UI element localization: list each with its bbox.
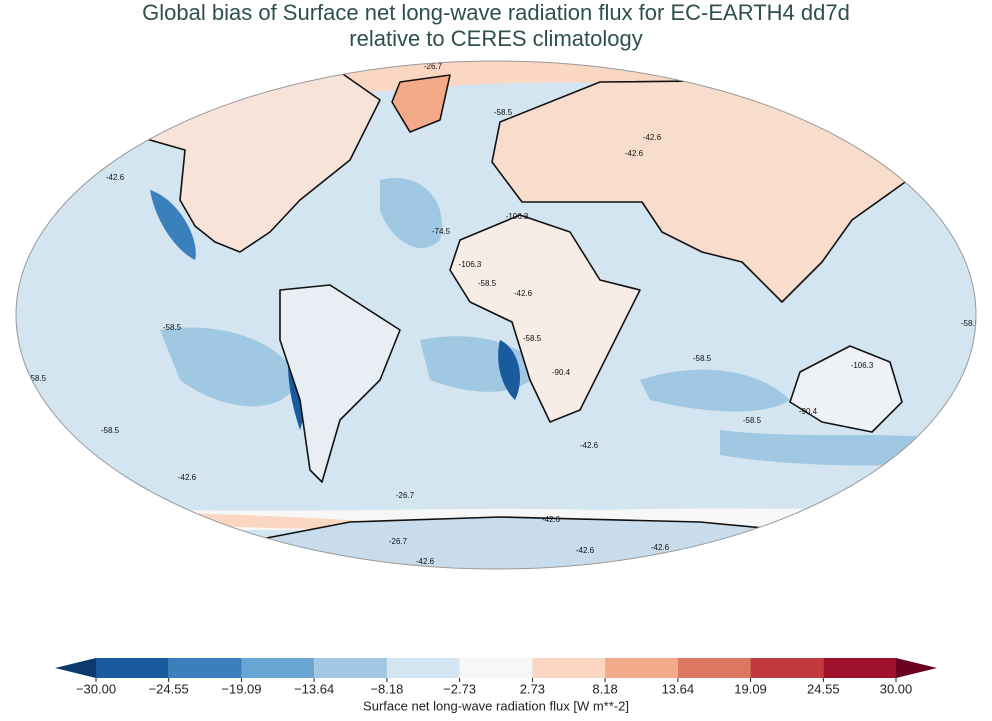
contour-label: -58.5 [28, 374, 47, 383]
contour-label: -106.3 [851, 361, 874, 370]
colorbar-tick-label: 2.73 [520, 681, 545, 696]
contour-label: -42.6 [514, 289, 533, 298]
colorbar-tick-label: −30.00 [76, 681, 116, 696]
contour-label: -90.4 [799, 407, 818, 416]
contour-label: -42.6 [106, 173, 125, 182]
contour-label: -58.5 [693, 354, 712, 363]
contour-label: -42.6 [643, 133, 662, 142]
contour-label: -42.6 [651, 543, 670, 552]
map: -26.7 -26.7 -58.5 -42.6 -42.6 -42.6 -58.5 -106.… [16, 61, 980, 569]
colorbar-band [314, 658, 387, 678]
colorbar-band [96, 658, 169, 678]
contour-label: -42.6 [172, 536, 191, 545]
map-border [15, 60, 977, 570]
colorbar: −30.00 −24.55 −19.09 −13.64 −8.18 −2.73 2.73 8.… [55, 658, 937, 696]
colorbar-tick-label: −19.09 [221, 681, 261, 696]
colorbar-band [168, 658, 242, 678]
contour-label: -106.3 [459, 260, 482, 269]
colorbar-tick-label: −8.18 [370, 681, 403, 696]
colorbar-band [532, 658, 606, 678]
contour-label: -58.5 [478, 279, 497, 288]
contour-label: -26.7 [389, 537, 408, 546]
colorbar-band [605, 658, 678, 678]
contour-label: -58.5 [36, 205, 55, 214]
colorbar-tick-label: −24.55 [149, 681, 189, 696]
colorbar-band [459, 658, 533, 678]
contour-label: -42.6 [715, 557, 734, 566]
colorbar-extend [55, 658, 96, 678]
contour-label: -42.6 [178, 473, 197, 482]
bias-region [380, 178, 442, 249]
colorbar-extend [896, 658, 937, 678]
bias-region [498, 340, 520, 400]
contour-label: -58.5 [743, 416, 762, 425]
contour-label: -26.7 [806, 87, 825, 96]
colorbar-band [677, 658, 751, 678]
colorbar-tick-label: 19.09 [734, 681, 767, 696]
continent [279, 284, 401, 483]
colorbar-band [386, 658, 460, 678]
title-line: relative to CERES climatology [349, 26, 642, 51]
contour-label: -42.6 [580, 441, 599, 450]
bias-region [160, 327, 300, 407]
contour-label: -42.6 [542, 515, 561, 524]
colorbar-band [750, 658, 824, 678]
contour-label: -42.6 [576, 546, 595, 555]
contour-label: -106.3 [506, 212, 529, 221]
colorbar-label: Surface net long-wave radiation flux [W … [363, 698, 629, 713]
colorbar-tick-label: −2.73 [443, 681, 476, 696]
colorbar-tick-label: −13.64 [294, 681, 334, 696]
contour-label: -74.5 [432, 227, 451, 236]
bias-region [150, 190, 196, 260]
contour-label: -26.7 [424, 62, 443, 71]
continent [789, 345, 903, 433]
contour-label: -58.5 [523, 334, 542, 343]
colorbar-tick-label: 24.55 [807, 681, 840, 696]
contour-label: -90.4 [552, 368, 571, 377]
continent [449, 214, 641, 423]
colorbar-tick-label: 8.18 [592, 681, 617, 696]
contour-label: -58.5 [163, 323, 182, 332]
title-line: Global bias of Surface net long-wave rad… [142, 0, 850, 25]
continent [391, 74, 451, 133]
contour-label: -58.5 [494, 108, 513, 117]
contour-label: -26.7 [396, 491, 415, 500]
contour-label: -42.6 [416, 557, 435, 566]
colorbar-tick-label: 30.00 [880, 681, 913, 696]
contour-label: -58.5 [961, 319, 980, 328]
colorbar-band [823, 658, 896, 678]
contour-label: -58.5 [101, 426, 120, 435]
colorbar-band [241, 658, 315, 678]
colorbar-tick-label: 13.64 [662, 681, 695, 696]
bias-region [640, 369, 790, 412]
contour-label: -42.6 [625, 149, 644, 158]
